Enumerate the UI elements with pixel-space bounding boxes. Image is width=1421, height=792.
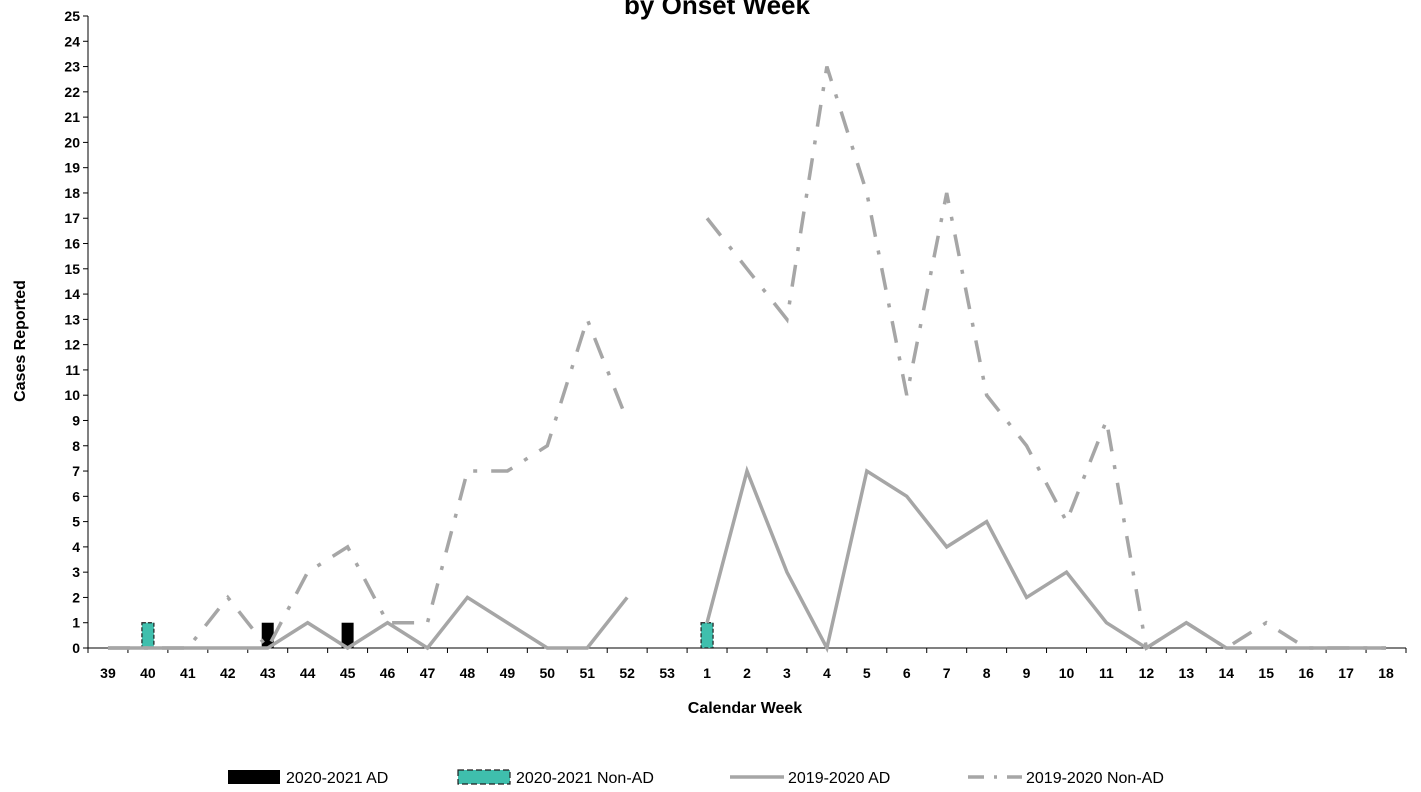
y-tick-label: 20 bbox=[64, 134, 80, 150]
legend: 2020-2021 AD 2020-2021 Non-AD 2019-2020 AD… bbox=[228, 769, 1164, 787]
x-tick-label: 43 bbox=[260, 665, 276, 681]
x-tick-label: 41 bbox=[180, 665, 196, 681]
bar-non-ad-2020-2021 bbox=[700, 622, 714, 649]
x-tick-label: 17 bbox=[1338, 665, 1354, 681]
x-tick-label: 45 bbox=[340, 665, 356, 681]
y-tick-label: 25 bbox=[64, 8, 80, 24]
x-tick-label: 15 bbox=[1258, 665, 1274, 681]
x-tick-label: 6 bbox=[903, 665, 911, 681]
y-tick-label: 8 bbox=[72, 438, 80, 454]
y-axis-title: Cases Reported bbox=[12, 280, 29, 402]
y-tick-label: 6 bbox=[72, 488, 80, 504]
y-tick-label: 10 bbox=[64, 387, 80, 403]
y-tick-label: 12 bbox=[64, 337, 80, 353]
y-tick-label: 19 bbox=[64, 160, 80, 176]
series-line-ad-2019-2020 bbox=[705, 465, 1387, 654]
chart-title: by Onset Week bbox=[624, 0, 810, 20]
legend-label: 2019-2020 Non-AD bbox=[1026, 770, 1164, 787]
x-tick-label: 16 bbox=[1298, 665, 1314, 681]
x-tick-label: 47 bbox=[420, 665, 436, 681]
legend-label: 2020-2021 Non-AD bbox=[516, 770, 654, 787]
y-tick-label: 18 bbox=[64, 185, 80, 201]
y-tick-label: 4 bbox=[72, 539, 80, 555]
x-tick-label: 9 bbox=[1023, 665, 1031, 681]
y-tick-label: 3 bbox=[72, 564, 80, 580]
y-tick-label: 11 bbox=[65, 362, 80, 378]
legend-swatch-non-ad-2020-2021 bbox=[457, 769, 511, 785]
y-tick-label: 21 bbox=[64, 109, 80, 125]
x-tick-label: 10 bbox=[1059, 665, 1075, 681]
x-tick-label: 7 bbox=[943, 665, 951, 681]
x-tick-label: 40 bbox=[140, 665, 156, 681]
x-tick-label: 3 bbox=[783, 665, 791, 681]
x-tick-label: 49 bbox=[500, 665, 516, 681]
x-tick-label: 18 bbox=[1378, 665, 1394, 681]
axes bbox=[87, 16, 1406, 649]
legend-label: 2019-2020 AD bbox=[788, 770, 890, 787]
series-line-non-ad-2019-2020 bbox=[107, 314, 629, 652]
x-tick-label: 1 bbox=[703, 665, 711, 681]
y-tick-label: 14 bbox=[64, 286, 80, 302]
y-tick-label: 2 bbox=[72, 589, 80, 605]
legend-label: 2020-2021 AD bbox=[286, 770, 388, 787]
y-tick-label: 24 bbox=[64, 33, 80, 49]
y-tick-label: 7 bbox=[72, 463, 80, 479]
x-tick-label: 51 bbox=[579, 665, 595, 681]
series-line-non-ad-2019-2020 bbox=[705, 66, 1387, 651]
series-line-ad-2019-2020 bbox=[107, 595, 629, 651]
x-tick-label: 46 bbox=[380, 665, 396, 681]
y-tick-label: 15 bbox=[64, 261, 80, 277]
y-tick-label: 9 bbox=[72, 412, 80, 428]
x-axis-title: Calendar Week bbox=[688, 700, 803, 717]
x-tick-label: 44 bbox=[300, 665, 316, 681]
y-tick-label: 1 bbox=[72, 615, 80, 631]
bar-non-ad-2020-2021 bbox=[141, 622, 155, 649]
x-tick-label: 4 bbox=[823, 665, 831, 681]
y-tick-label: 13 bbox=[64, 311, 80, 327]
x-tick-label: 5 bbox=[863, 665, 871, 681]
bar-ad-2020-2021 bbox=[341, 622, 354, 648]
bars bbox=[141, 622, 714, 649]
x-tick-label: 2 bbox=[743, 665, 751, 681]
y-tick-label: 17 bbox=[64, 210, 80, 226]
legend-swatch-ad-2020-2021 bbox=[228, 770, 280, 784]
y-tick-label: 5 bbox=[72, 514, 80, 530]
x-tick-label: 39 bbox=[100, 665, 116, 681]
x-axis-ticks: 39 40 41 42 43 44 45 46 47 48 49 50 51 52 53 1 2 3 4 5 6 7 8 9 1… bbox=[87, 648, 1407, 681]
y-tick-label: 23 bbox=[64, 59, 80, 75]
x-tick-label: 13 bbox=[1179, 665, 1195, 681]
y-tick-label: 16 bbox=[64, 236, 80, 252]
x-tick-label: 11 bbox=[1099, 665, 1114, 681]
y-tick-label: 0 bbox=[72, 640, 80, 656]
series-lines bbox=[107, 66, 1387, 654]
x-tick-label: 14 bbox=[1218, 665, 1234, 681]
x-tick-label: 52 bbox=[619, 665, 635, 681]
x-tick-label: 8 bbox=[983, 665, 991, 681]
x-tick-label: 42 bbox=[220, 665, 236, 681]
x-tick-label: 53 bbox=[659, 665, 675, 681]
x-tick-label: 48 bbox=[460, 665, 476, 681]
y-axis-ticks: 0123456789101112131415161718192021222324… bbox=[64, 8, 88, 656]
y-tick-label: 22 bbox=[64, 84, 80, 100]
x-tick-label: 12 bbox=[1139, 665, 1155, 681]
x-tick-label: 50 bbox=[540, 665, 556, 681]
